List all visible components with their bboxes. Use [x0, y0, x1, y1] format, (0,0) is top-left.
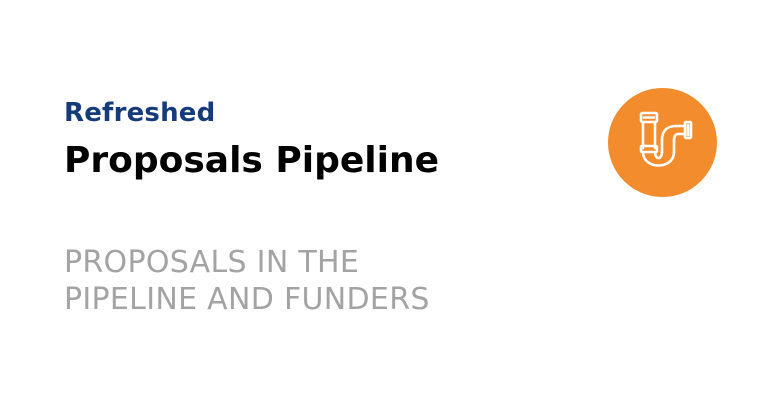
- pipe-icon-badge: [608, 88, 717, 197]
- description-text: PROPOSALS IN THE PIPELINE AND FUNDERS: [64, 244, 484, 318]
- description-line-1: PROPOSALS IN THE: [64, 245, 360, 280]
- page-title: Proposals Pipeline: [64, 140, 440, 181]
- description-line-2: PIPELINE AND FUNDERS: [64, 282, 430, 317]
- pipe-icon: [639, 111, 693, 167]
- eyebrow-label: Refreshed: [64, 98, 216, 128]
